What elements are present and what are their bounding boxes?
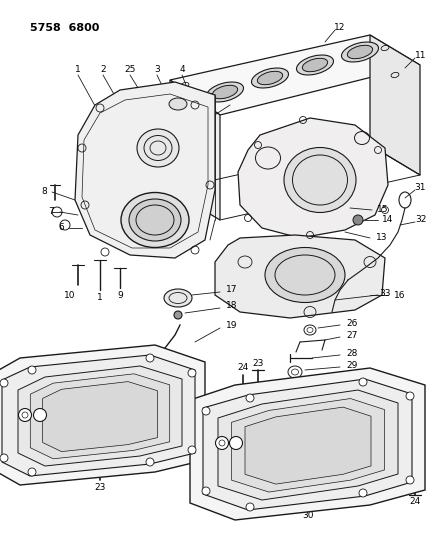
Ellipse shape [146,458,154,466]
Text: 15: 15 [377,206,389,214]
Text: 1: 1 [97,294,103,303]
Ellipse shape [137,129,179,167]
Ellipse shape [202,407,210,415]
Ellipse shape [188,446,196,454]
Ellipse shape [353,215,363,225]
Ellipse shape [169,98,187,110]
Text: 2: 2 [100,66,106,75]
Ellipse shape [297,55,333,75]
Text: 5758  6800: 5758 6800 [30,23,99,33]
Polygon shape [2,355,195,476]
Text: 13: 13 [376,233,388,243]
Ellipse shape [18,408,32,422]
Text: 21: 21 [11,435,23,445]
Text: 26: 26 [346,319,358,327]
Ellipse shape [202,487,210,495]
Text: 14: 14 [382,215,394,224]
Ellipse shape [129,199,181,241]
Text: 4: 4 [179,66,185,75]
Text: 23: 23 [94,483,106,492]
Text: 29: 29 [346,360,358,369]
Ellipse shape [246,394,254,402]
Polygon shape [30,374,169,459]
Ellipse shape [33,408,47,422]
Text: 19: 19 [226,320,238,329]
Text: 24: 24 [238,364,249,373]
Text: 8: 8 [41,188,47,197]
Text: 16: 16 [394,290,406,300]
Polygon shape [238,118,388,238]
Text: 27: 27 [346,330,358,340]
Text: 9: 9 [117,292,123,301]
Ellipse shape [284,148,356,213]
Text: 33: 33 [379,288,391,297]
Ellipse shape [164,289,192,307]
Polygon shape [232,399,384,492]
Ellipse shape [216,437,229,449]
Text: 31: 31 [414,182,426,191]
Polygon shape [170,35,420,115]
Polygon shape [215,235,385,318]
Ellipse shape [121,192,189,247]
Ellipse shape [28,468,36,476]
Text: 17: 17 [226,286,238,295]
Text: 32: 32 [415,215,427,224]
Ellipse shape [212,85,238,99]
Ellipse shape [359,489,367,497]
Text: 7: 7 [48,207,54,216]
Text: 6: 6 [58,223,64,232]
Polygon shape [203,379,412,510]
Text: 11: 11 [415,51,427,60]
Ellipse shape [148,392,176,414]
Ellipse shape [174,311,182,319]
Polygon shape [18,366,182,466]
Ellipse shape [146,354,154,362]
Polygon shape [370,35,420,175]
Text: 3: 3 [154,66,160,75]
Text: 23: 23 [253,359,264,368]
Ellipse shape [406,392,414,400]
Text: 18: 18 [226,302,238,311]
Polygon shape [218,390,398,500]
Text: 21: 21 [209,451,221,461]
Ellipse shape [406,476,414,484]
Ellipse shape [206,82,244,102]
Text: 25: 25 [124,66,136,75]
Text: 22: 22 [33,435,44,445]
Text: 24: 24 [409,497,421,506]
Ellipse shape [188,369,196,377]
Ellipse shape [229,437,243,449]
Ellipse shape [348,45,373,59]
Polygon shape [170,80,220,220]
Ellipse shape [0,454,8,462]
Text: 10: 10 [64,290,76,300]
Text: 5: 5 [207,93,213,101]
Text: 30: 30 [302,511,314,520]
Ellipse shape [265,247,345,303]
Ellipse shape [359,378,367,386]
Ellipse shape [252,68,288,88]
Ellipse shape [246,503,254,511]
Text: 12: 12 [334,22,346,31]
Ellipse shape [257,71,282,85]
Text: 1: 1 [75,66,81,75]
Ellipse shape [0,379,8,387]
Ellipse shape [342,42,378,62]
Ellipse shape [302,58,328,72]
Polygon shape [245,407,371,484]
Polygon shape [75,82,215,258]
Polygon shape [43,382,158,451]
Text: 22: 22 [229,451,241,461]
Polygon shape [0,345,205,485]
Text: 20: 20 [24,450,36,459]
Polygon shape [190,368,425,520]
Text: 28: 28 [346,349,358,358]
Ellipse shape [28,366,36,374]
